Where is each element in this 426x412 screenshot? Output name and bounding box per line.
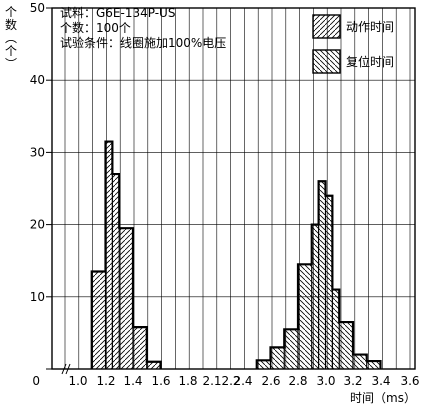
y-tick-label: 30 <box>30 145 45 159</box>
legend-label: 动作时间 <box>346 20 394 34</box>
bar-outline <box>90 140 162 369</box>
legend-swatch <box>312 49 341 74</box>
y-label-char: ︵ <box>4 31 17 45</box>
x-axis-label: 时间（ms） <box>350 391 416 405</box>
x-tick-label: 2.6 <box>261 374 280 388</box>
info-condition: 试验条件：线圈施加100%电压 <box>60 36 227 50</box>
x-tick-label: 1.2 <box>96 374 115 388</box>
x-tick-label: 3.2 <box>343 374 362 388</box>
y-tick-label: 40 <box>30 73 45 87</box>
x-tick-label: 2.1 <box>202 374 221 388</box>
bar <box>133 327 147 369</box>
x-tick-label: 1.6 <box>151 374 170 388</box>
bar <box>112 174 120 369</box>
legend-label: 复位时间 <box>346 54 394 69</box>
y-label-char: 个 <box>4 5 17 19</box>
y-tick-label: 0 <box>32 374 40 388</box>
y-tick-label: 10 <box>30 290 45 304</box>
bar <box>366 361 381 369</box>
x-tick-label: 3.4 <box>371 374 390 388</box>
x-tick-label: 1.0 <box>68 374 87 388</box>
y-tick-label: 20 <box>30 218 45 232</box>
axis-break-mark <box>61 363 67 375</box>
bar <box>332 289 340 369</box>
bar-outline <box>255 180 382 369</box>
y-axis-label: 个 数 ︵ 个 ︶ <box>2 6 20 71</box>
y-label-char: 数 <box>4 18 17 32</box>
bar <box>119 228 133 369</box>
bar <box>91 271 106 369</box>
plot-frame <box>51 7 416 370</box>
bar <box>311 224 319 369</box>
axis-break-mark <box>65 363 71 375</box>
bar <box>339 322 353 369</box>
bar <box>318 181 326 369</box>
bar <box>256 360 271 369</box>
info-sample: 试料：G6E-134P-US <box>60 6 176 20</box>
test-info-box: 试料：G6E-134P-US 个数：100个 试验条件：线圈施加100%电压 <box>60 6 226 51</box>
x-tick-label: 2.2 <box>221 374 240 388</box>
y-tick-label: 50 <box>30 1 45 15</box>
bar <box>270 347 285 369</box>
bar <box>284 329 298 369</box>
y-label-char: 个 <box>4 44 17 58</box>
bar <box>353 354 367 369</box>
y-label-char: ︶ <box>4 57 17 71</box>
legend-swatch <box>312 14 341 39</box>
bar <box>298 264 312 369</box>
x-tick-label: 3.6 <box>400 374 419 388</box>
x-tick-label: 1.8 <box>178 374 197 388</box>
x-tick-label: 2.4 <box>233 374 252 388</box>
bar <box>146 361 161 369</box>
bar <box>105 141 113 369</box>
x-tick-label: 1.4 <box>123 374 142 388</box>
info-count: 个数：100个 <box>60 21 131 35</box>
x-tick-label: 3.0 <box>316 374 335 388</box>
x-tick-label: 2.8 <box>288 374 307 388</box>
bar <box>325 195 333 369</box>
